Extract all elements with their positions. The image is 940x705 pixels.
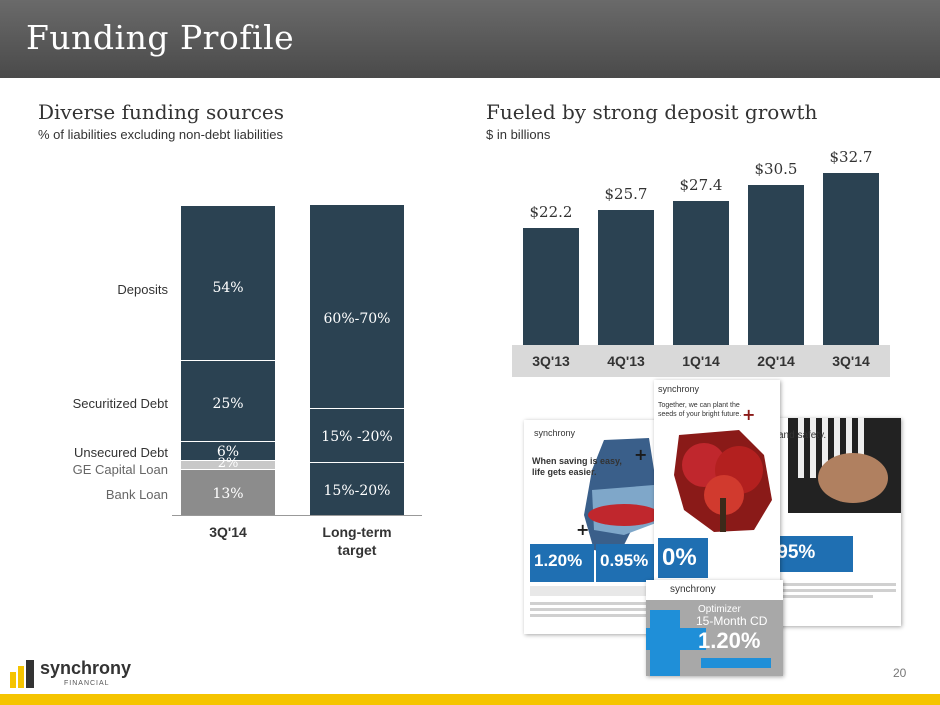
ad-plant-brand: synchrony: [658, 384, 700, 394]
bar-3q14-unsecured: [181, 442, 275, 460]
bar-target-deposits: [310, 205, 404, 408]
ad-plant-headline2: seeds of your bright future.: [658, 411, 742, 418]
right-section-title: Fueled by strong deposit growth: [486, 100, 818, 124]
deposit-bar-2: [673, 201, 729, 345]
deposit-bar-4: [823, 173, 879, 345]
ad-plant-headline1: Together, we can plant the: [658, 402, 740, 409]
bar-3q14-bank-loan: [181, 470, 275, 515]
ad-optimizer-term: 15-Month CD: [696, 614, 768, 628]
ad-savings-headline2: life gets easier.: [532, 467, 597, 477]
left-section-title: Diverse funding sources: [38, 100, 285, 124]
deposit-category-2: 1Q'14: [682, 353, 720, 369]
category-3q14: 3Q'14: [209, 524, 247, 540]
deposit-value-label-2: $27.4: [679, 176, 723, 194]
deposit-category-4: 3Q'14: [832, 353, 870, 369]
row-label-bank-loan: Bank Loan: [105, 487, 168, 502]
deposit-bar-3: [748, 185, 804, 345]
label-3q14-deposits: 54%: [212, 280, 244, 296]
ad-plant-rate: 0%: [662, 544, 697, 571]
bar-3q14-securitized: [181, 361, 275, 441]
label-target-securitized: 15% -20%: [321, 429, 393, 445]
deposit-value-label-1: $25.7: [604, 185, 648, 203]
ad-safety-rate: .95%: [772, 542, 816, 563]
bar-target-securitized: [310, 409, 404, 462]
right-section-subtitle: $ in billions: [486, 127, 551, 142]
ad-savings-rate1: 1.20%: [534, 551, 583, 570]
label-3q14-unsecured: 6%: [216, 444, 240, 460]
deposit-value-label-4: $32.7: [829, 148, 873, 166]
label-3q14-securitized: 25%: [212, 396, 244, 412]
bar-3q14-ge-capital: [181, 461, 275, 469]
x-axis-line: [172, 515, 422, 516]
synchrony-logo-icon: [10, 660, 34, 688]
label-3q14-bank-loan: 13%: [212, 486, 244, 502]
ad-optimizer-cd: synchrony Optimizer 15-Month CD 1.20%: [646, 580, 783, 676]
row-label-deposits: Deposits: [117, 282, 168, 297]
ad-savings-brand: synchrony: [534, 428, 576, 438]
ad-savings-headline1: When saving is easy,: [532, 456, 622, 466]
ad-safety-text: and safety.: [778, 430, 827, 441]
svg-text:+: +: [742, 405, 755, 424]
x-axis-band: [512, 345, 890, 377]
ad-plant-seeds-art: +: [658, 405, 772, 578]
bar-3q14-deposits: [181, 206, 275, 360]
deposit-value-label-3: $30.5: [754, 160, 798, 178]
ad-plant-seeds: + synchrony Together, we can plant the s…: [654, 380, 780, 590]
label-target-deposits: 60%-70%: [323, 311, 391, 327]
ad-optimizer-brand: synchrony: [670, 584, 716, 595]
page-title: Funding Profile: [26, 18, 295, 57]
row-label-unsecured-debt: Unsecured Debt: [74, 445, 168, 460]
footer-brand: synchrony: [40, 658, 132, 678]
category-long-term-line2: target: [337, 542, 377, 558]
category-long-term-line1: Long-term: [322, 524, 392, 540]
bar-target-bank-loan: [310, 463, 404, 515]
ad-optimizer-product: Optimizer: [698, 604, 741, 615]
footer-accent-bar: [0, 694, 940, 705]
deposit-category-3: 2Q'14: [757, 353, 795, 369]
deposit-value-label-0: $22.2: [529, 203, 573, 221]
label-3q14-ge-capital: 2%: [217, 456, 239, 471]
ad-optimizer-rate: 1.20%: [698, 628, 761, 653]
svg-text:+: +: [576, 520, 589, 539]
deposit-category-1: 4Q'13: [607, 353, 645, 369]
page-number: 20: [893, 666, 907, 680]
footer-logo: synchrony FINANCIAL: [8, 656, 132, 692]
ad-optimizer-art: [646, 580, 783, 676]
deposit-bar-1: [598, 210, 654, 345]
deposit-bar-0: [523, 228, 579, 345]
left-section-subtitle: % of liabilities excluding non-debt liab…: [38, 127, 283, 142]
header-bar: Funding Profile: [0, 0, 940, 78]
row-label-securitized-debt: Securitized Debt: [72, 396, 168, 411]
row-label-ge-capital-loan: GE Capital Loan: [72, 462, 168, 477]
footer-brand-sub: FINANCIAL: [64, 680, 110, 687]
svg-text:+: +: [634, 445, 647, 464]
ad-savings-rate2: 0.95%: [600, 551, 649, 570]
deposit-category-0: 3Q'13: [532, 353, 570, 369]
label-target-bank-loan: 15%-20%: [323, 483, 391, 499]
